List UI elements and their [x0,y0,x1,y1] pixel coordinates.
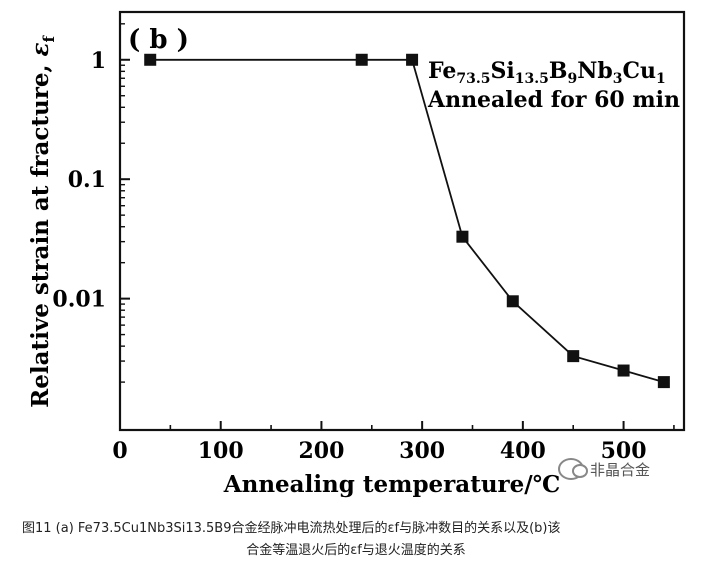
legend-annealed: Annealed for 60 min [427,87,680,113]
x-tick-label: 100 [198,438,244,464]
y-tick-label: 0.1 [68,167,106,193]
x-axis-label: Annealing temperature/℃ [223,471,561,498]
data-point-marker [617,364,630,377]
y-tick-label: 1 [91,48,106,74]
data-point-marker [567,350,580,363]
wechat-logo-icon [558,458,588,480]
plot-frame [118,10,686,432]
chart: 0 100 200 300 400 500 1 0.1 0.01 ( b ) Fe73.5Si1… [27,10,686,498]
y-tick-label: 0.01 [52,287,106,313]
data-point-marker [355,53,368,66]
y-axis-label: Relative strain at fracture, εf [27,35,58,408]
figure-caption: 图11 (a) Fe73.5Cu1Nb3Si13.5B9合金经脉冲电流热处理后的… [0,518,712,562]
x-tick-label: 300 [399,438,445,464]
data-point-marker [657,376,670,389]
data-point-marker [456,230,469,243]
x-tick-label: 500 [601,438,647,464]
x-tick-label: 400 [500,438,546,464]
caption-line-2: 合金等温退火后的εf与退火温度的关系 [246,543,466,558]
series-line [150,58,665,383]
legend-compound: Fe73.5Si13.5B9Nb3Cu1 [428,58,666,87]
caption-line-1: 图11 (a) Fe73.5Cu1Nb3Si13.5B9合金经脉冲电流热处理后的… [22,521,561,536]
data-point-marker [406,53,419,66]
panel-label: ( b ) [128,25,189,55]
data-point-marker [144,53,157,66]
watermark-text: 非晶合金 [590,460,651,479]
watermark: 非晶合金 [558,458,650,480]
x-tick-label: 0 [112,438,127,464]
x-tick-label: 200 [298,438,344,464]
data-point-marker [506,295,519,308]
